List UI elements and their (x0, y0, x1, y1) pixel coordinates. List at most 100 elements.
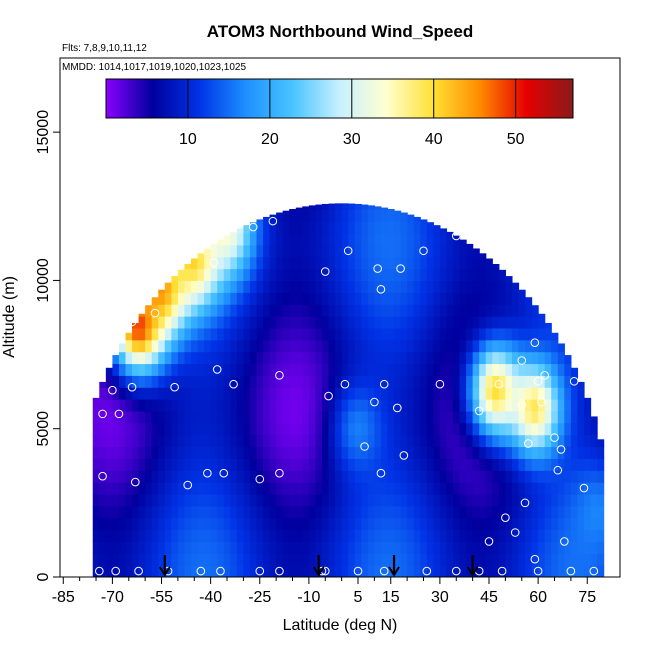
heat-cell (583, 434, 592, 448)
heat-cell (466, 446, 474, 459)
heat-cell (341, 339, 349, 353)
heat-cell (112, 458, 120, 471)
heat-cell (394, 280, 402, 293)
heat-cell (505, 529, 513, 543)
heat-cell (505, 410, 513, 424)
heat-cell (439, 339, 448, 353)
profile-marker (556, 445, 566, 454)
heat-cell (511, 282, 520, 293)
heat-cell (361, 351, 369, 365)
heat-cell (223, 387, 231, 400)
heat-cell (505, 399, 513, 412)
heat-cell (426, 387, 434, 400)
heat-cell (197, 434, 205, 448)
heat-cell (394, 256, 402, 270)
heat-cell (282, 375, 290, 388)
profile-marker (376, 468, 386, 478)
heat-cell (341, 316, 349, 329)
heat-cell (321, 244, 330, 258)
heat-cell (308, 205, 317, 210)
heat-cell (544, 322, 552, 329)
profile-marker (150, 308, 160, 318)
heat-cell (321, 339, 330, 353)
heat-cell (92, 446, 100, 459)
heat-cell (590, 541, 598, 554)
heat-cell (249, 339, 258, 353)
heat-cell (243, 493, 251, 507)
heat-cell (230, 327, 238, 341)
heat-cell (236, 482, 244, 495)
heat-cell (407, 351, 415, 365)
heat-cell (531, 458, 539, 471)
heat-cell (413, 458, 421, 471)
heat-cell (308, 517, 317, 531)
heat-cell (105, 470, 113, 483)
heat-cell (105, 367, 113, 376)
heat-cell (439, 410, 448, 424)
heat-cell (505, 363, 513, 376)
heat-cell (269, 493, 277, 507)
heat-cell (125, 553, 133, 566)
heat-cell (177, 517, 186, 531)
heat-cell (177, 339, 186, 353)
x-axis: -85 -70 -55 -40 -25 -10 5 15 30 45 60 75 (52, 576, 596, 606)
heat-cell (354, 339, 362, 353)
heat-cell (289, 316, 297, 329)
heat-cell (348, 280, 356, 293)
heat-cell (210, 529, 218, 543)
heat-cell (315, 221, 323, 234)
heat-cell (380, 375, 389, 388)
heat-cell (570, 446, 579, 459)
heat-cell (459, 446, 467, 459)
heat-cell (177, 280, 186, 293)
heat-cell (590, 470, 598, 483)
heat-cell (485, 292, 493, 305)
heat-cell (243, 505, 251, 519)
heat-cell (223, 422, 231, 436)
profile-marker (524, 439, 533, 448)
heat-cell (348, 387, 356, 400)
profile-marker (114, 409, 124, 419)
heat-cell (263, 434, 271, 448)
dates-subtitle: MMDD: 1014,1017,1019,1020,1023,1025 (62, 62, 246, 73)
heat-cell (525, 529, 533, 543)
heat-cell (400, 458, 408, 471)
heat-cell (394, 493, 402, 507)
heat-cell (328, 399, 336, 412)
heat-cell (420, 565, 428, 577)
heat-cell (236, 292, 244, 305)
heat-cell (394, 505, 402, 519)
heat-cell (551, 565, 559, 577)
heat-cell (374, 256, 382, 270)
heat-cell (204, 529, 212, 543)
heat-cell (400, 553, 408, 566)
heat-cell (276, 316, 284, 329)
heat-cell (99, 399, 107, 412)
heat-cell (570, 410, 579, 424)
heat-cell (433, 482, 441, 495)
heat-cell (145, 422, 153, 436)
heat-cell (361, 529, 369, 543)
heat-cell (479, 339, 487, 353)
heat-cell (263, 268, 271, 282)
heat-cell (380, 280, 389, 293)
heat-cell (511, 292, 520, 305)
heat-cell (348, 268, 356, 282)
heat-cell (269, 387, 277, 400)
heat-cell (217, 470, 225, 483)
heat-cell (184, 470, 192, 483)
heat-cell (433, 327, 441, 341)
heat-cell (302, 316, 310, 329)
heat-cell (564, 458, 572, 471)
heat-cell (132, 470, 140, 483)
heat-cell (525, 517, 533, 531)
heat-cell (551, 434, 559, 448)
heat-cell (256, 553, 264, 566)
heat-cell (400, 256, 408, 270)
heat-cell (426, 339, 434, 353)
heat-cell (328, 280, 336, 293)
heat-cell (321, 221, 330, 234)
heat-cell (341, 470, 349, 483)
heat-cell (276, 422, 284, 436)
heat-cell (125, 422, 133, 436)
